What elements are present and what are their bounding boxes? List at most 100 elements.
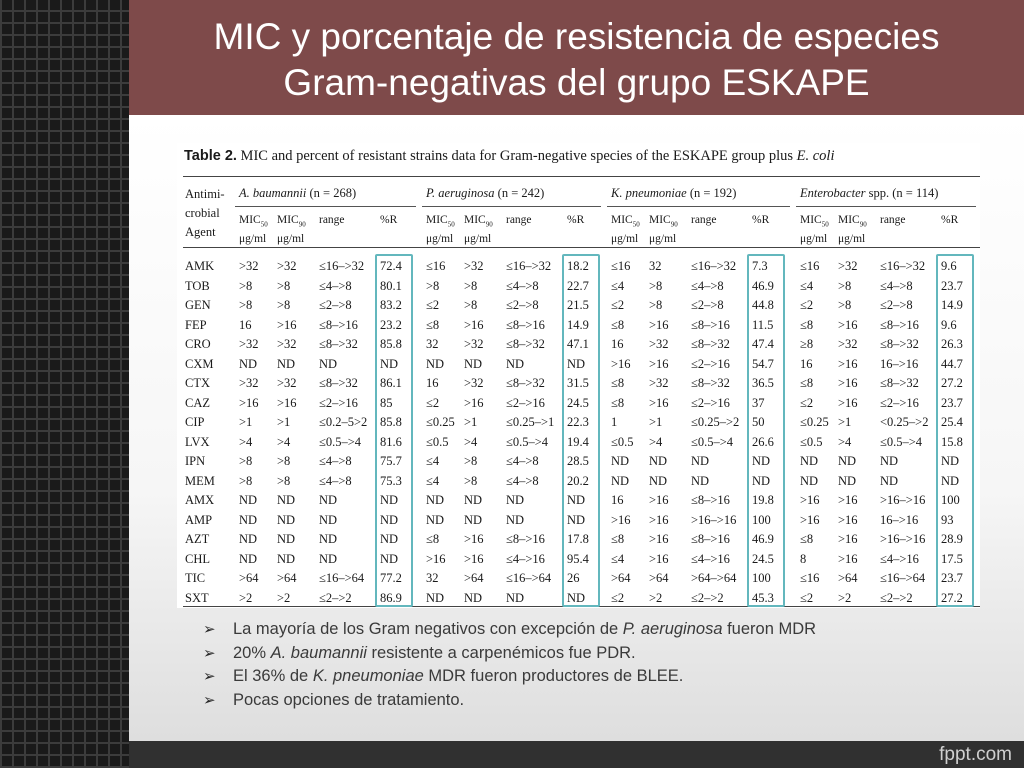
mic90-cell: ND [649, 454, 668, 468]
mic50-cell: ≤4 [426, 473, 440, 488]
species-name: P. aeruginosa [426, 186, 495, 200]
percent-resistant-cell: ND [752, 454, 771, 468]
mic-subscript: 90 [859, 220, 867, 229]
table-row: AMX ND ND ND ND ND ND ND ND 16 >16 ≤8–>16 19.8 >16 >16… [177, 491, 980, 510]
range-cell: ND [319, 356, 338, 371]
mic50-cell: ≤0.5 [611, 434, 634, 449]
percent-resistant-cell: 45.3 [752, 590, 774, 605]
range-cell: ≤8–>16 [506, 532, 545, 546]
mic50-cell: 16 [800, 356, 813, 371]
mic50-cell: ≤4 [611, 278, 625, 293]
table-row: SXT >2 >2 ≤2–>2 86.9 ND ND ND ND ≤2 >2 ≤2–>2 45.3 ≤2 >… [177, 589, 980, 608]
mic50-cell: ND [800, 454, 819, 468]
percent-resistant-cell: 24.5 [567, 395, 589, 410]
percent-resistant-cell: 17.8 [567, 532, 589, 546]
mic90-cell: >32 [277, 259, 297, 273]
range-cell: ND [506, 356, 525, 371]
agent-cell: AMX [185, 493, 215, 507]
mic50-cell: ≤8 [611, 395, 625, 410]
range-cell: ≤4–>8 [506, 278, 539, 293]
bullet-item: ➢ El 36% de K. pneumoniae MDR fueron prod… [203, 665, 816, 689]
mic90-cell: ND [838, 454, 857, 468]
percent-resistant-cell: 26 [567, 571, 580, 585]
percent-resistant-cell: 27.2 [941, 376, 963, 390]
range-cell: ≤2–>16 [880, 395, 919, 410]
percent-resistant-cell: 14.9 [941, 298, 963, 312]
mic-unit: μg/ml [649, 233, 677, 246]
mic90-cell: >1 [277, 415, 291, 429]
agent-header-line: Agent [185, 225, 216, 239]
mic50-cell: ≤16 [426, 259, 446, 273]
table-caption: Table 2. MIC and percent of resistant st… [184, 148, 835, 165]
range-cell: 16–>16 [880, 356, 919, 371]
mic-unit: μg/ml [611, 233, 639, 246]
mic90-header: MIC90 μg/ml [649, 213, 678, 247]
range-cell: ≤8–>32 [880, 376, 919, 390]
mic50-cell: >8 [239, 454, 253, 468]
mic90-cell: >8 [838, 298, 852, 312]
range-cell: ≤2–>16 [506, 395, 545, 410]
mic-unit: μg/ml [426, 233, 454, 246]
mic-text: MIC [838, 214, 860, 226]
agent-cell: TIC [185, 571, 206, 585]
range-cell: ≤0.5–>4 [319, 434, 362, 449]
range-cell: >64–>64 [691, 571, 737, 585]
percent-resistant-cell: 23.7 [941, 395, 963, 410]
mic90-cell: >32 [277, 376, 297, 390]
mic-subscript: 50 [821, 220, 829, 229]
mic50-cell: ND [239, 493, 258, 507]
mic50-cell: ≤8 [611, 317, 625, 332]
mic50-cell: ND [800, 473, 819, 488]
arrow-bullet-icon: ➢ [203, 691, 216, 709]
range-cell: ND [506, 512, 525, 527]
slide-title: MIC y porcentaje de resistencia de espec… [129, 14, 1024, 106]
mic-text: MIC [239, 214, 261, 226]
mic90-cell: >4 [277, 434, 291, 449]
percent-resistant-cell: 36.5 [752, 376, 774, 390]
species-group-header: P. aeruginosa (n = 242) [426, 186, 544, 201]
mic50-cell: >4 [239, 434, 253, 449]
range-cell: <0.25–>2 [880, 415, 929, 429]
mic90-cell: >16 [838, 395, 858, 410]
range-cell: ≤0.5–>4 [691, 434, 734, 449]
mic90-label: MIC90 [838, 213, 867, 232]
range-cell: ND [506, 493, 525, 507]
mic50-cell: ≤0.5 [426, 434, 449, 449]
species-name: K. pneumoniae [611, 186, 687, 200]
mic50-cell: >16 [611, 512, 631, 527]
mic90-header: MIC90 μg/ml [838, 213, 867, 247]
mic-text: MIC [464, 214, 486, 226]
percent-resistant-cell: 77.2 [380, 571, 402, 585]
mic-unit: μg/ml [464, 233, 492, 246]
bullet-text: Pocas opciones de tratamiento. [233, 690, 465, 709]
mic50-cell: ≤16 [611, 259, 631, 273]
percent-resistant-cell: ND [752, 473, 771, 488]
mic50-cell: 32 [426, 571, 439, 585]
range-cell: ≤16–>64 [880, 571, 926, 585]
range-header: range [880, 214, 906, 226]
mic50-cell: >16 [239, 395, 259, 410]
bullet-text: El 36% de [233, 667, 313, 685]
range-cell: ≤8–>16 [506, 317, 545, 332]
agent-cell: LVX [185, 434, 210, 449]
mic90-cell: ND [277, 551, 296, 566]
agent-cell: CHL [185, 551, 210, 566]
percent-resistant-cell: 100 [752, 571, 771, 585]
slide-header-bar [129, 0, 1024, 115]
range-cell: ≤4–>16 [880, 551, 919, 566]
table-row: CHL ND ND ND ND >16 >16 ≤4–>16 95.4 ≤4 >16 ≤4–>16 24… [177, 550, 980, 569]
mic90-cell: ND [649, 473, 668, 488]
mic-unit: μg/ml [838, 233, 866, 246]
mic90-cell: >2 [649, 590, 663, 605]
mic90-cell: >16 [838, 532, 858, 546]
percent-resistant-cell: 100 [752, 512, 771, 527]
bullet-text: resistente a carpenémicos fue PDR. [366, 643, 636, 662]
mic50-cell: ≤0.25 [426, 415, 455, 429]
agent-column-header: Antimi- crobial Agent [185, 185, 225, 242]
range-cell: ≤8–>32 [506, 376, 545, 390]
mic50-cell: >8 [239, 298, 253, 312]
agent-cell: CTX [185, 376, 210, 390]
mic50-cell: ≤8 [426, 317, 440, 332]
caption-label: Table 2. [184, 148, 237, 164]
agent-cell: AMP [185, 512, 213, 527]
